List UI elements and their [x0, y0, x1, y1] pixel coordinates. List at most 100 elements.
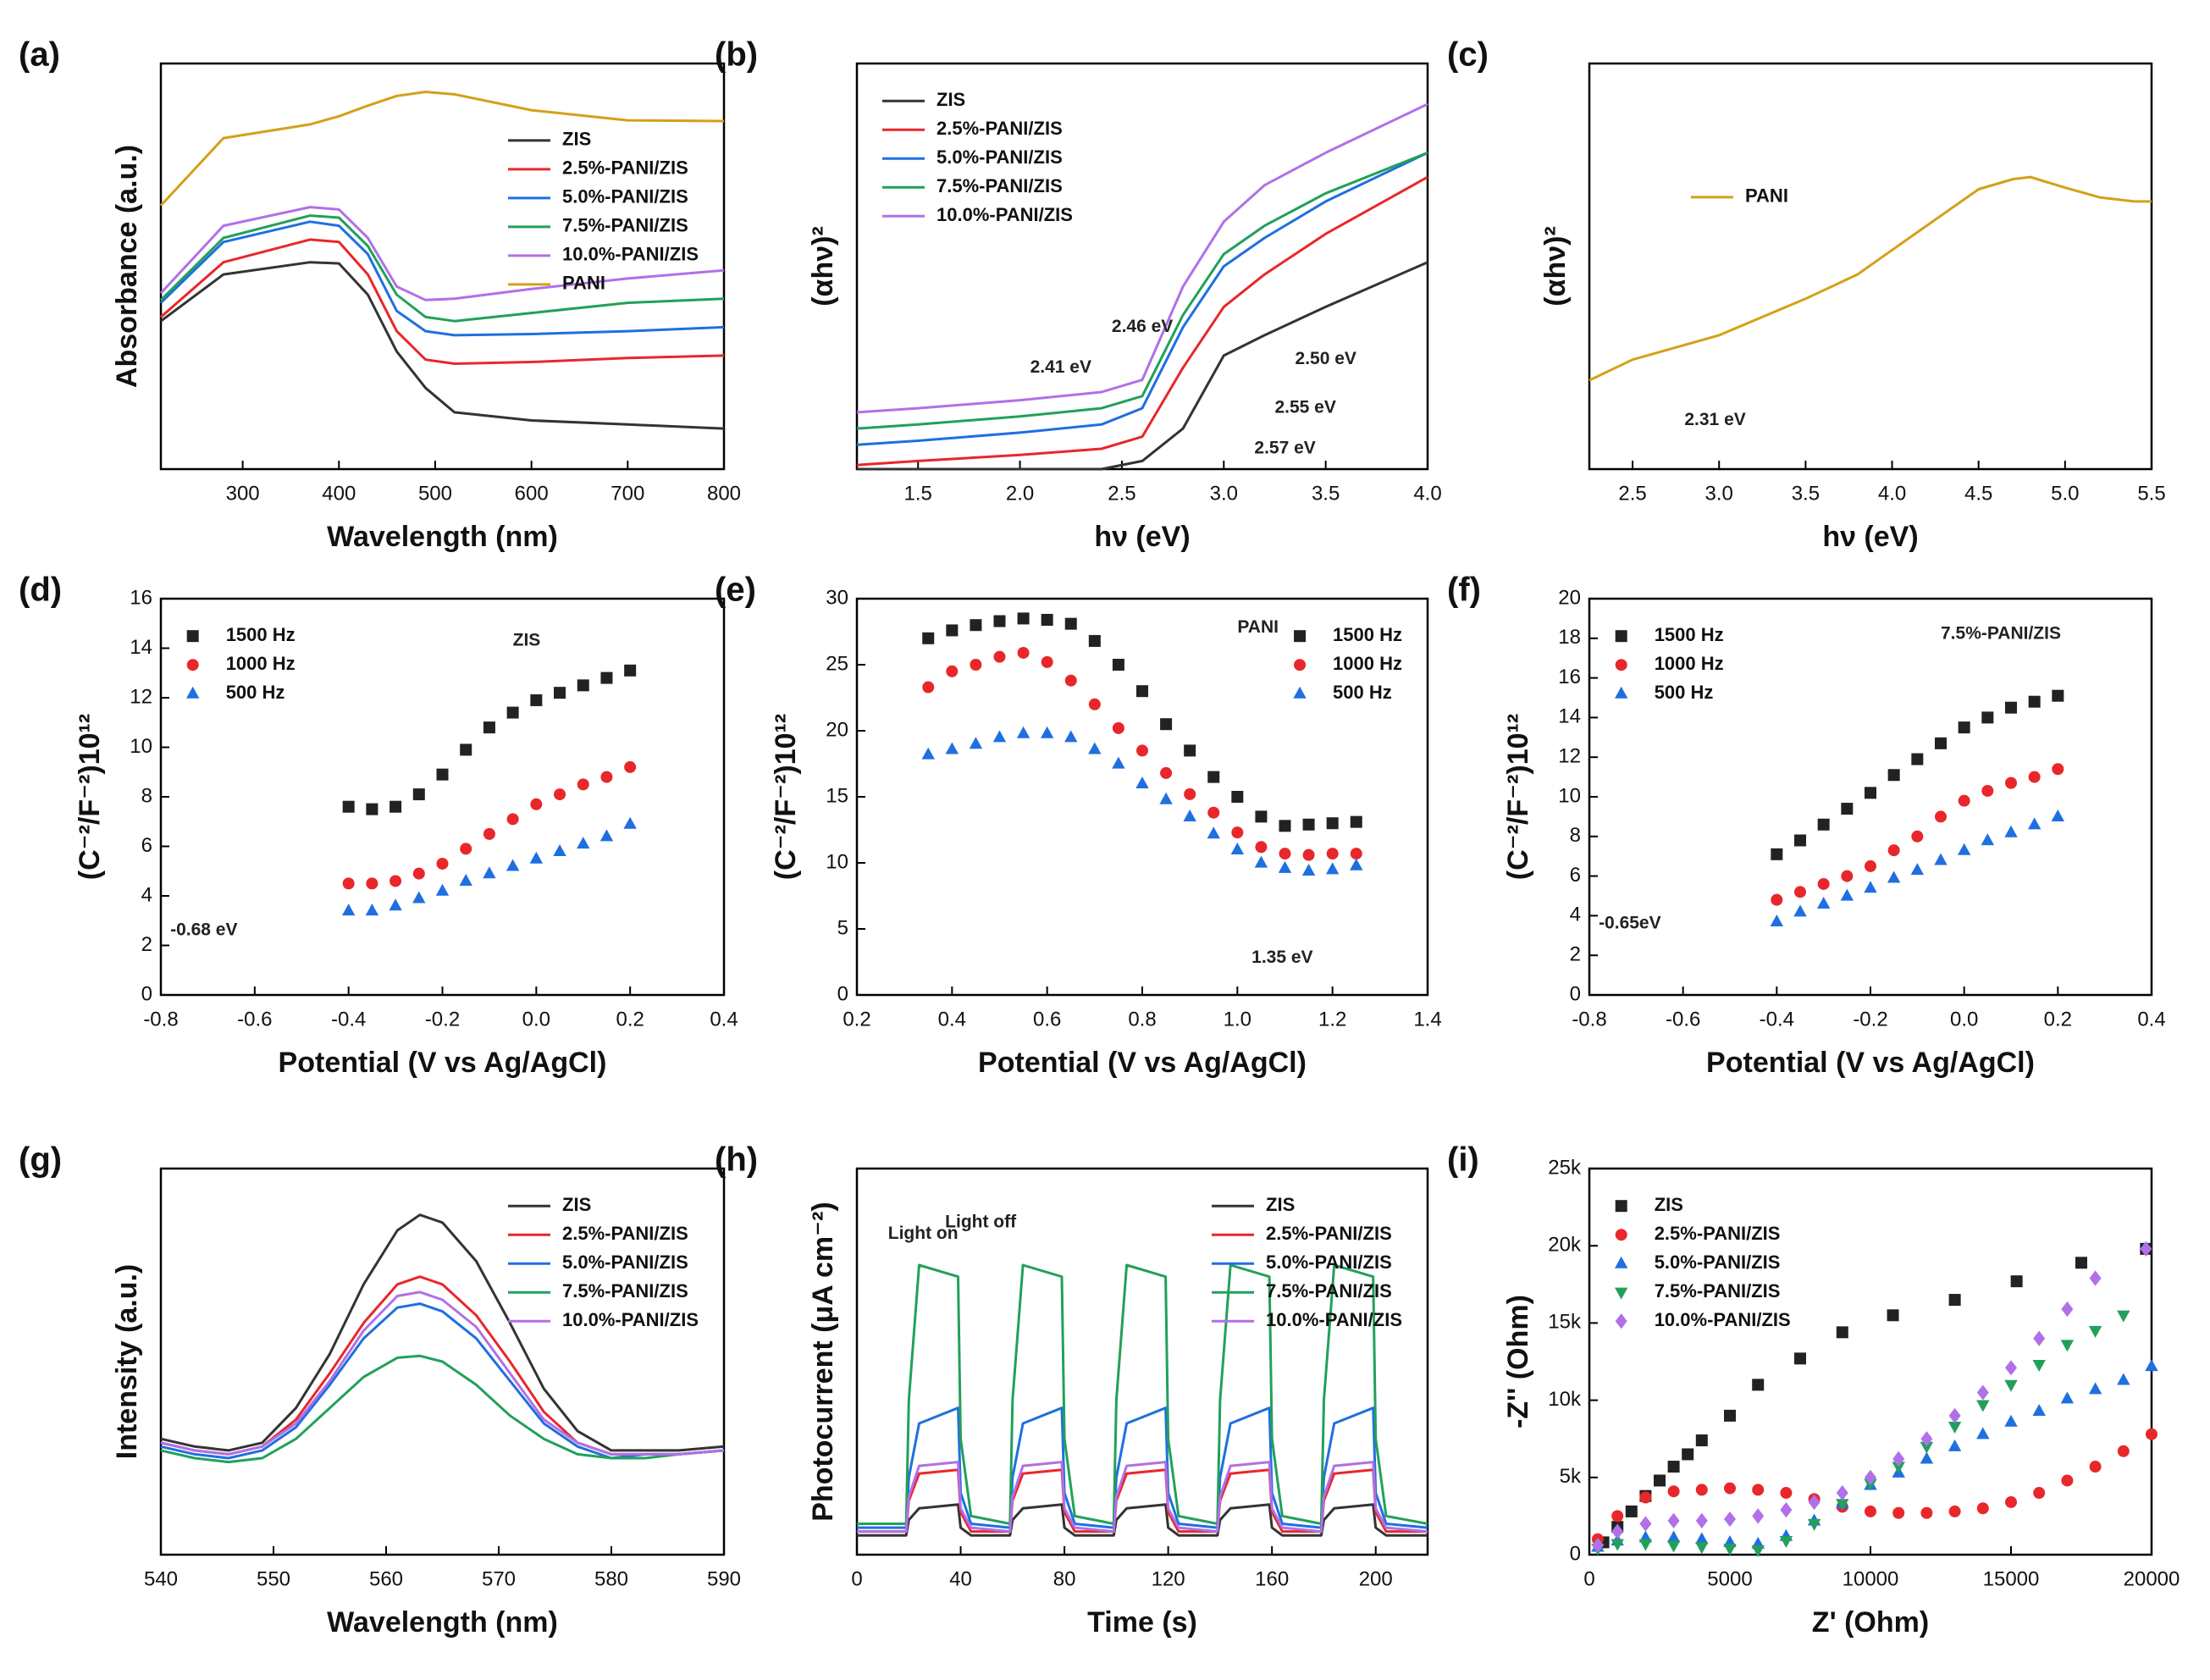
marker — [342, 800, 355, 813]
panel-label: (i) — [1447, 1141, 1479, 1179]
y-tick-label: 4 — [141, 883, 152, 906]
x-tick-label: 1.5 — [904, 482, 932, 505]
marker — [435, 883, 450, 896]
marker — [2005, 701, 2017, 714]
marker — [1841, 803, 1854, 815]
y-tick-label: 0 — [1570, 982, 1581, 1005]
legend-label: 10.0%-PANI/ZIS — [562, 244, 699, 265]
plot-frame — [159, 62, 726, 471]
marker — [186, 659, 199, 671]
marker — [623, 816, 637, 829]
marker — [1016, 726, 1030, 738]
marker — [1207, 806, 1220, 819]
marker — [2004, 825, 2018, 837]
marker — [1771, 893, 1783, 906]
marker — [2052, 689, 2064, 702]
line-series — [160, 261, 725, 430]
annotation: Light off — [945, 1212, 1017, 1231]
x-tick-label: -0.2 — [425, 1008, 460, 1031]
marker — [1666, 1540, 1681, 1553]
marker — [1639, 1516, 1652, 1532]
y-tick-label: 15 — [826, 784, 848, 807]
marker — [577, 679, 589, 692]
marker — [1817, 818, 1830, 831]
marker — [342, 877, 355, 890]
marker — [1865, 859, 1876, 872]
x-tick-label: 5.5 — [2137, 482, 2165, 505]
x-tick-label: 1.2 — [1318, 1008, 1346, 1031]
y-tick-label: 0 — [141, 982, 152, 1005]
marker — [1892, 1506, 1905, 1519]
marker — [2075, 1257, 2087, 1269]
marker — [1615, 1200, 1627, 1213]
line-series — [159, 206, 725, 301]
marker — [1040, 726, 1054, 738]
marker — [1017, 646, 1030, 659]
y-tick-label: 25 — [826, 652, 848, 675]
annotation: 7.5%-PANI/ZIS — [1941, 624, 2061, 644]
marker — [1948, 1407, 1961, 1423]
annotation: 2.41 eV — [1030, 357, 1091, 377]
marker — [530, 694, 543, 706]
marker — [1088, 742, 1102, 754]
line-series — [160, 1354, 725, 1464]
x-tick-label: 300 — [226, 482, 260, 505]
marker — [2060, 1391, 2075, 1404]
marker — [483, 866, 496, 879]
legend-label: 1000 Hz — [226, 653, 296, 674]
line-series — [159, 214, 725, 323]
marker — [483, 721, 495, 734]
marker — [1794, 834, 1806, 847]
marker — [1667, 1461, 1680, 1473]
marker — [1135, 776, 1149, 788]
marker — [1920, 1441, 1934, 1454]
y-tick-label: 5k — [1560, 1465, 1582, 1488]
x-tick-label: 20000 — [2124, 1567, 2180, 1590]
legend-label: 1500 Hz — [1333, 624, 1402, 645]
marker — [1770, 915, 1784, 927]
marker — [2061, 1301, 2074, 1318]
marker — [1794, 1352, 1806, 1365]
marker — [459, 874, 472, 887]
x-tick-label: -0.8 — [143, 1008, 178, 1031]
marker — [412, 891, 426, 904]
marker — [921, 747, 935, 760]
x-tick-label: 1.4 — [1413, 1008, 1441, 1031]
marker — [1207, 826, 1220, 839]
marker — [390, 800, 402, 813]
legend-label: 5.0%-PANI/ZIS — [562, 1252, 688, 1273]
marker — [1350, 848, 1362, 860]
legend-label: 500 Hz — [226, 682, 285, 703]
marker — [460, 743, 472, 756]
marker — [1591, 1537, 1604, 1554]
plot-frame — [855, 1167, 1429, 1556]
line-series — [857, 1263, 1428, 1525]
marker — [577, 837, 590, 849]
line-series — [857, 261, 1428, 471]
marker — [1667, 1512, 1680, 1528]
marker — [2052, 763, 2064, 776]
y-axis-label: Absorbance (a.u.) — [111, 145, 143, 388]
marker — [554, 687, 566, 699]
x-tick-label: 570 — [482, 1567, 516, 1590]
marker — [1976, 1400, 1990, 1412]
marker — [1088, 698, 1101, 710]
legend-label: ZIS — [1266, 1194, 1295, 1215]
x-tick-label: 40 — [949, 1567, 972, 1590]
x-tick-label: 80 — [1053, 1567, 1076, 1590]
marker — [2117, 1373, 2130, 1385]
marker — [1231, 791, 1244, 803]
marker — [1231, 826, 1244, 839]
marker — [2145, 1359, 2158, 1372]
legend-label: 10.0%-PANI/ZIS — [1655, 1309, 1791, 1330]
marker — [2061, 1474, 2074, 1487]
marker — [1611, 1523, 1624, 1539]
marker — [2028, 771, 2041, 783]
x-tick-label: 120 — [1152, 1567, 1185, 1590]
x-tick-label: 0.4 — [938, 1008, 966, 1031]
marker — [483, 827, 495, 840]
x-tick-label: 5000 — [1707, 1567, 1752, 1590]
marker — [1254, 855, 1268, 868]
marker — [1771, 848, 1783, 860]
